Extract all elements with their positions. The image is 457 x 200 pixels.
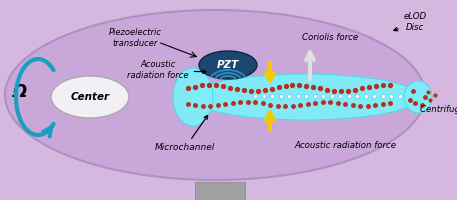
Text: Ω: Ω	[13, 83, 27, 101]
Text: Centrifugal force: Centrifugal force	[420, 106, 457, 114]
Text: Microchannel: Microchannel	[155, 115, 215, 152]
Text: Piezoelectric
transducer: Piezoelectric transducer	[108, 28, 161, 48]
Text: Acoustic radiation force: Acoustic radiation force	[294, 140, 396, 150]
Ellipse shape	[173, 68, 213, 126]
Text: Coriolis force: Coriolis force	[302, 33, 358, 43]
Text: Center: Center	[70, 92, 110, 102]
Ellipse shape	[199, 51, 257, 79]
Text: Acoustic
radiation force: Acoustic radiation force	[127, 60, 206, 80]
Text: eLOD
Disc: eLOD Disc	[394, 12, 426, 32]
Ellipse shape	[404, 81, 432, 113]
Ellipse shape	[51, 76, 129, 118]
Ellipse shape	[5, 10, 425, 180]
Text: PZT: PZT	[217, 60, 239, 70]
Bar	[195, 182, 245, 200]
Ellipse shape	[190, 74, 420, 120]
